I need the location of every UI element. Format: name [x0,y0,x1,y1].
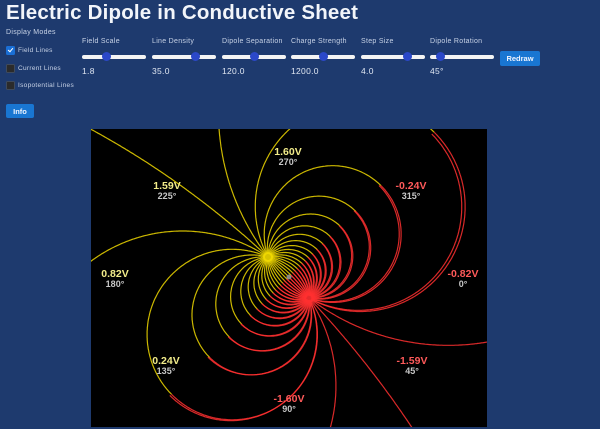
positive-charge-icon [263,252,273,262]
current-lines-checkbox[interactable]: Current Lines [6,64,61,73]
voltage-label: 1.59V 225° [153,180,181,201]
dipole-rotation-control: Dipole Rotation 45° [430,38,494,76]
page-title: Electric Dipole in Conductive Sheet [6,1,359,24]
step-size-value: 4.0 [361,66,374,76]
dipole-center-icon [286,274,292,280]
line-density-slider[interactable] [152,52,216,62]
charge-strength-slider[interactable] [291,52,355,62]
field-lines-plot [91,129,487,427]
negative-charge-icon [304,293,314,303]
line-density-label: Line Density [152,38,195,45]
slider-thumb[interactable] [191,52,201,61]
dipole-rotation-value: 45° [430,66,444,76]
field-scale-slider[interactable] [82,52,146,62]
voltage-label: 1.60V 270° [274,146,302,167]
dipole-separation-value: 120.0 [222,66,245,76]
charge-strength-value: 1200.0 [291,66,319,76]
checkbox-unchecked-icon[interactable] [6,81,15,90]
current-lines-label: Current Lines [18,65,61,72]
voltage-label: 0.24V 135° [152,355,180,376]
info-button[interactable]: Info [6,104,34,118]
step-size-control: Step Size 4.0 [361,38,425,76]
voltage-label: -1.59V 45° [396,355,428,376]
voltage-label: 0.82V 180° [101,268,129,289]
field-lines-checkbox[interactable]: Field Lines [6,46,53,55]
checkbox-unchecked-icon[interactable] [6,64,15,73]
checkbox-checked-icon[interactable] [6,46,15,55]
dipole-separation-slider[interactable] [222,52,286,62]
dipole-rotation-label: Dipole Rotation [430,38,483,45]
charge-strength-control: Charge Strength 1200.0 [291,38,355,76]
isopotential-lines-checkbox[interactable]: Isopotential Lines [6,81,74,90]
voltage-label: -1.60V 90° [273,393,305,414]
isopotential-lines-label: Isopotential Lines [18,82,74,89]
step-size-label: Step Size [361,38,394,45]
dipole-separation-label: Dipole Separation [222,38,283,45]
voltage-label: -0.24V 315° [395,180,427,201]
charge-strength-label: Charge Strength [291,38,347,45]
field-scale-value: 1.8 [82,66,95,76]
voltage-label: -0.82V 0° [447,268,479,289]
display-modes-heading: Display Modes [6,29,56,36]
field-scale-label: Field Scale [82,38,120,45]
step-size-slider[interactable] [361,52,425,62]
slider-thumb[interactable] [436,52,446,61]
dipole-separation-control: Dipole Separation 120.0 [222,38,286,76]
field-lines-label: Field Lines [18,47,53,54]
slider-thumb[interactable] [318,52,328,61]
slider-thumb[interactable] [249,52,259,61]
line-density-control: Line Density 35.0 [152,38,216,76]
slider-thumb[interactable] [403,52,413,61]
field-canvas[interactable]: 1.60V 270° -0.24V 315° -0.82V 0° -1.59V 45° -1.6… [91,129,487,427]
dipole-rotation-slider[interactable] [430,52,494,62]
field-scale-control: Field Scale 1.8 [82,38,146,76]
redraw-button[interactable]: Redraw [500,51,540,66]
line-density-value: 35.0 [152,66,170,76]
slider-thumb[interactable] [101,52,111,61]
